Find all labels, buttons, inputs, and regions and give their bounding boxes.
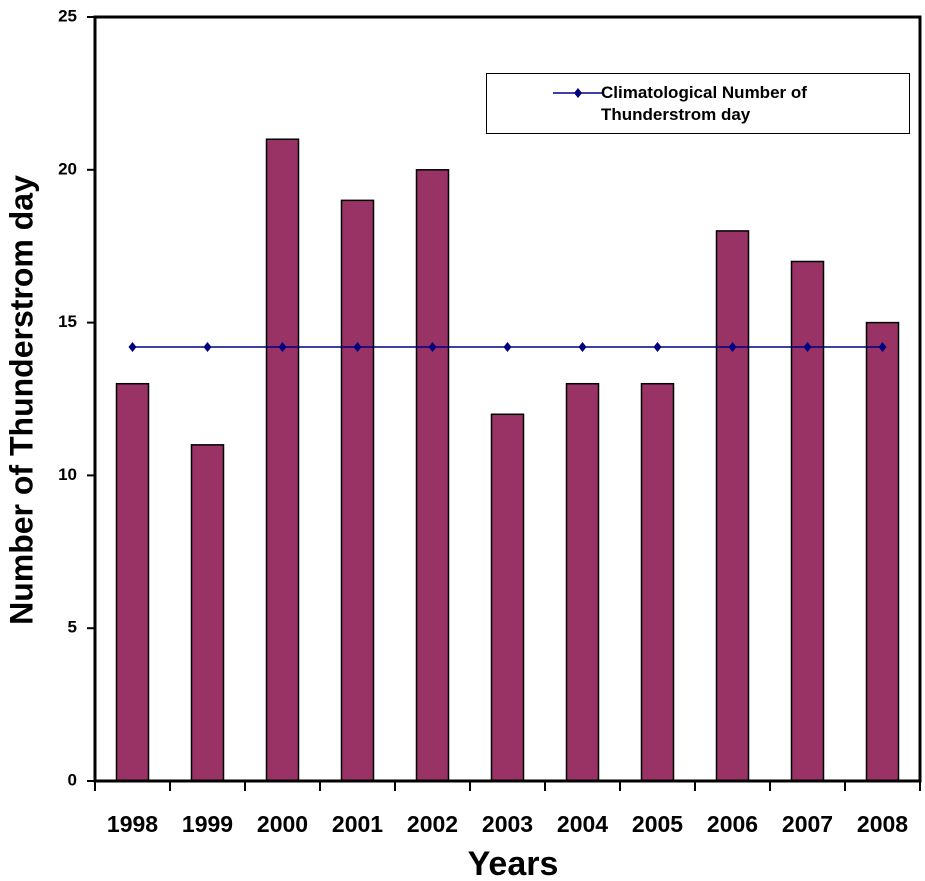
y-tick-label: 5 bbox=[68, 618, 77, 637]
x-axis-label: Years bbox=[468, 845, 559, 881]
line-marker bbox=[203, 342, 212, 353]
line-marker bbox=[653, 342, 662, 353]
line-marker bbox=[353, 342, 362, 353]
legend: Climatological Number of Thunderstrom da… bbox=[486, 73, 910, 134]
x-tick-label: 2006 bbox=[707, 811, 758, 837]
line-marker bbox=[728, 342, 737, 353]
bar bbox=[115, 382, 150, 782]
x-tick-label: 2001 bbox=[332, 811, 383, 837]
line-marker bbox=[428, 342, 437, 353]
x-tick-label: 2008 bbox=[857, 811, 908, 837]
x-tick-label: 1998 bbox=[107, 811, 158, 837]
x-tick-label: 1999 bbox=[182, 811, 233, 837]
y-tick-label: 10 bbox=[58, 465, 77, 484]
y-tick-label: 20 bbox=[58, 159, 77, 178]
y-tick-label: 15 bbox=[58, 312, 77, 331]
legend-marker bbox=[574, 88, 582, 98]
bar bbox=[415, 169, 450, 782]
plot-frame bbox=[93, 15, 922, 783]
bar bbox=[715, 230, 750, 782]
x-tick-label: 2000 bbox=[257, 811, 308, 837]
x-tick-label: 2002 bbox=[407, 811, 458, 837]
line-marker bbox=[878, 342, 887, 353]
line-marker bbox=[803, 342, 812, 353]
line-marker bbox=[503, 342, 512, 353]
bar bbox=[490, 413, 525, 782]
legend-swatch bbox=[553, 88, 603, 98]
bar bbox=[640, 382, 675, 782]
legend-label: Climatological Number of Thunderstrom da… bbox=[601, 83, 807, 124]
y-tick-label: 25 bbox=[58, 6, 77, 25]
line-marker bbox=[278, 342, 287, 353]
line-marker bbox=[128, 342, 137, 353]
x-tick-label: 2005 bbox=[632, 811, 683, 837]
bar bbox=[190, 444, 225, 782]
bar bbox=[265, 138, 300, 782]
x-tick-label: 2007 bbox=[782, 811, 833, 837]
bar bbox=[865, 321, 900, 782]
x-tick-label: 2004 bbox=[557, 811, 608, 837]
line-marker bbox=[578, 342, 587, 353]
bar bbox=[565, 382, 600, 782]
y-tick-label: 0 bbox=[68, 770, 77, 789]
y-axis-label: Number of Thunderstrom day bbox=[3, 175, 39, 625]
bar bbox=[340, 199, 375, 782]
bar bbox=[790, 260, 825, 782]
x-tick-label: 2003 bbox=[482, 811, 533, 837]
